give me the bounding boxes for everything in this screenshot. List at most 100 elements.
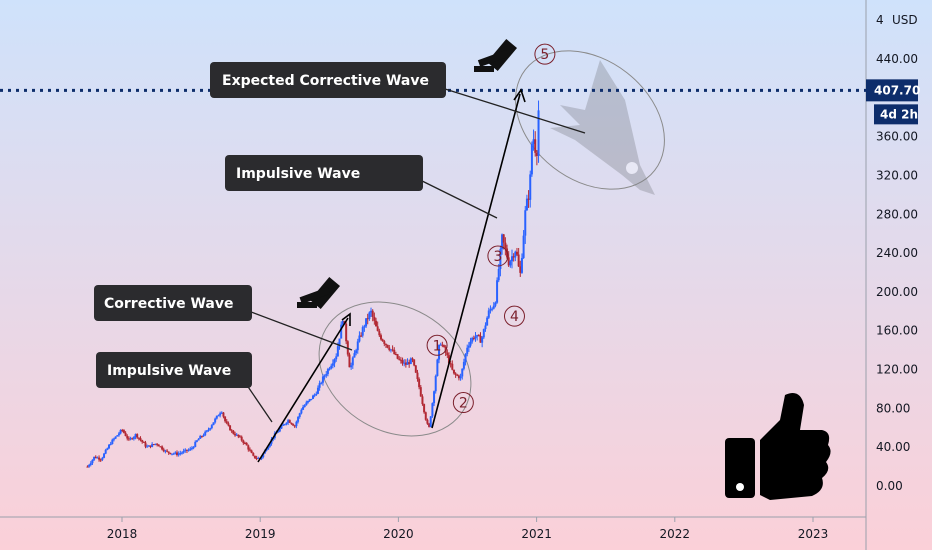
candle-body bbox=[509, 261, 512, 266]
candle-body bbox=[268, 443, 271, 447]
callout-box bbox=[96, 352, 252, 388]
candle-body bbox=[147, 445, 150, 447]
candle-body bbox=[351, 357, 354, 366]
candle-body bbox=[305, 402, 308, 406]
candle-body bbox=[393, 349, 396, 355]
candle-body bbox=[484, 325, 487, 330]
candle-body bbox=[328, 368, 331, 370]
candle-body bbox=[381, 339, 384, 342]
candle-body bbox=[522, 235, 525, 258]
target-ellipse-2021 bbox=[515, 50, 665, 190]
candle-body bbox=[169, 452, 172, 454]
candle-body bbox=[225, 421, 228, 424]
candle-body bbox=[370, 310, 373, 313]
candle-body bbox=[88, 465, 91, 467]
candle-body bbox=[426, 419, 429, 424]
candle-body bbox=[525, 198, 528, 211]
candle-body bbox=[156, 443, 159, 445]
candle-body bbox=[454, 373, 457, 375]
candle-body bbox=[534, 139, 537, 153]
candle-body bbox=[152, 444, 155, 446]
candle-body bbox=[394, 354, 397, 356]
candle-body bbox=[167, 451, 170, 453]
x-tick-label: 2018 bbox=[107, 527, 138, 541]
candle-body bbox=[318, 383, 321, 388]
candle-body bbox=[112, 438, 115, 440]
candle-body bbox=[462, 361, 465, 369]
candle-body bbox=[260, 457, 263, 459]
candle-body bbox=[431, 403, 434, 417]
candle-body bbox=[184, 449, 187, 451]
candle-body bbox=[298, 413, 301, 417]
wave-label-number: 2 bbox=[459, 396, 468, 412]
candle-body bbox=[524, 210, 527, 236]
candle-body bbox=[253, 455, 256, 459]
impulse-arrow-2019 bbox=[257, 317, 349, 463]
candle-body bbox=[398, 358, 401, 360]
rocket-icon bbox=[550, 60, 655, 195]
candle-body bbox=[373, 316, 376, 321]
candle-body bbox=[479, 335, 482, 343]
impulse-arrow-2019-head bbox=[341, 312, 351, 326]
x-tick-label: 2019 bbox=[245, 527, 276, 541]
candle-body bbox=[122, 430, 125, 433]
candle-body bbox=[157, 444, 160, 447]
candle-body bbox=[482, 329, 485, 338]
candle-body bbox=[469, 341, 472, 346]
candle-body bbox=[487, 310, 490, 318]
y-tick-label: 280.00 bbox=[876, 207, 918, 221]
candle-body bbox=[222, 412, 225, 417]
candle-body bbox=[360, 335, 363, 337]
candle-body bbox=[341, 320, 344, 325]
candle-body bbox=[131, 438, 134, 440]
candle-body bbox=[504, 242, 507, 249]
candle-body bbox=[499, 249, 502, 270]
candle-body bbox=[214, 418, 217, 423]
candle-body bbox=[136, 434, 139, 438]
candle-body bbox=[139, 438, 142, 441]
price-candles bbox=[86, 100, 540, 468]
candle-body bbox=[520, 257, 523, 273]
candle-body bbox=[235, 434, 238, 436]
candle-body bbox=[282, 424, 285, 426]
candle-body bbox=[384, 343, 387, 345]
candle-body bbox=[530, 143, 533, 175]
candle-body bbox=[429, 416, 432, 427]
callout-label: Expected Corrective Wave bbox=[222, 73, 429, 89]
candle-body bbox=[164, 450, 167, 452]
candle-body bbox=[151, 444, 154, 447]
impulse-arrow-2020 bbox=[431, 93, 521, 429]
candle-body bbox=[287, 420, 290, 423]
candle-body bbox=[265, 449, 268, 451]
callout-expected-corrective: Expected Corrective Wave bbox=[210, 62, 446, 98]
candle-body bbox=[515, 251, 518, 255]
candle-body bbox=[325, 373, 328, 376]
candle-body bbox=[474, 336, 477, 339]
candle-body bbox=[144, 442, 147, 447]
candle-body bbox=[172, 453, 175, 455]
candle-body bbox=[386, 344, 389, 348]
candle-body bbox=[419, 387, 422, 397]
candle-body bbox=[477, 334, 480, 336]
candle-body bbox=[424, 412, 427, 420]
callout-impulsive-upper: Impulsive Wave bbox=[225, 155, 423, 191]
candle-body bbox=[446, 352, 449, 356]
candle-body bbox=[371, 310, 374, 317]
candle-body bbox=[433, 391, 436, 404]
candle-body bbox=[434, 376, 437, 392]
wave-labels: 1 2 3 4 5 bbox=[426, 43, 556, 414]
candle-body bbox=[414, 365, 417, 373]
candle-body bbox=[428, 423, 431, 427]
candle-body bbox=[330, 365, 333, 369]
candle-body bbox=[399, 359, 402, 361]
countdown-text: 4d 2h bbox=[880, 107, 918, 121]
candle-body bbox=[234, 433, 237, 436]
candle-body bbox=[376, 326, 379, 331]
wave-label-circle bbox=[452, 392, 474, 414]
candle-body bbox=[117, 433, 120, 436]
candle-body bbox=[161, 446, 164, 450]
candle-body bbox=[220, 412, 223, 414]
gavel-icon bbox=[474, 39, 518, 72]
countdown-box bbox=[874, 104, 918, 125]
